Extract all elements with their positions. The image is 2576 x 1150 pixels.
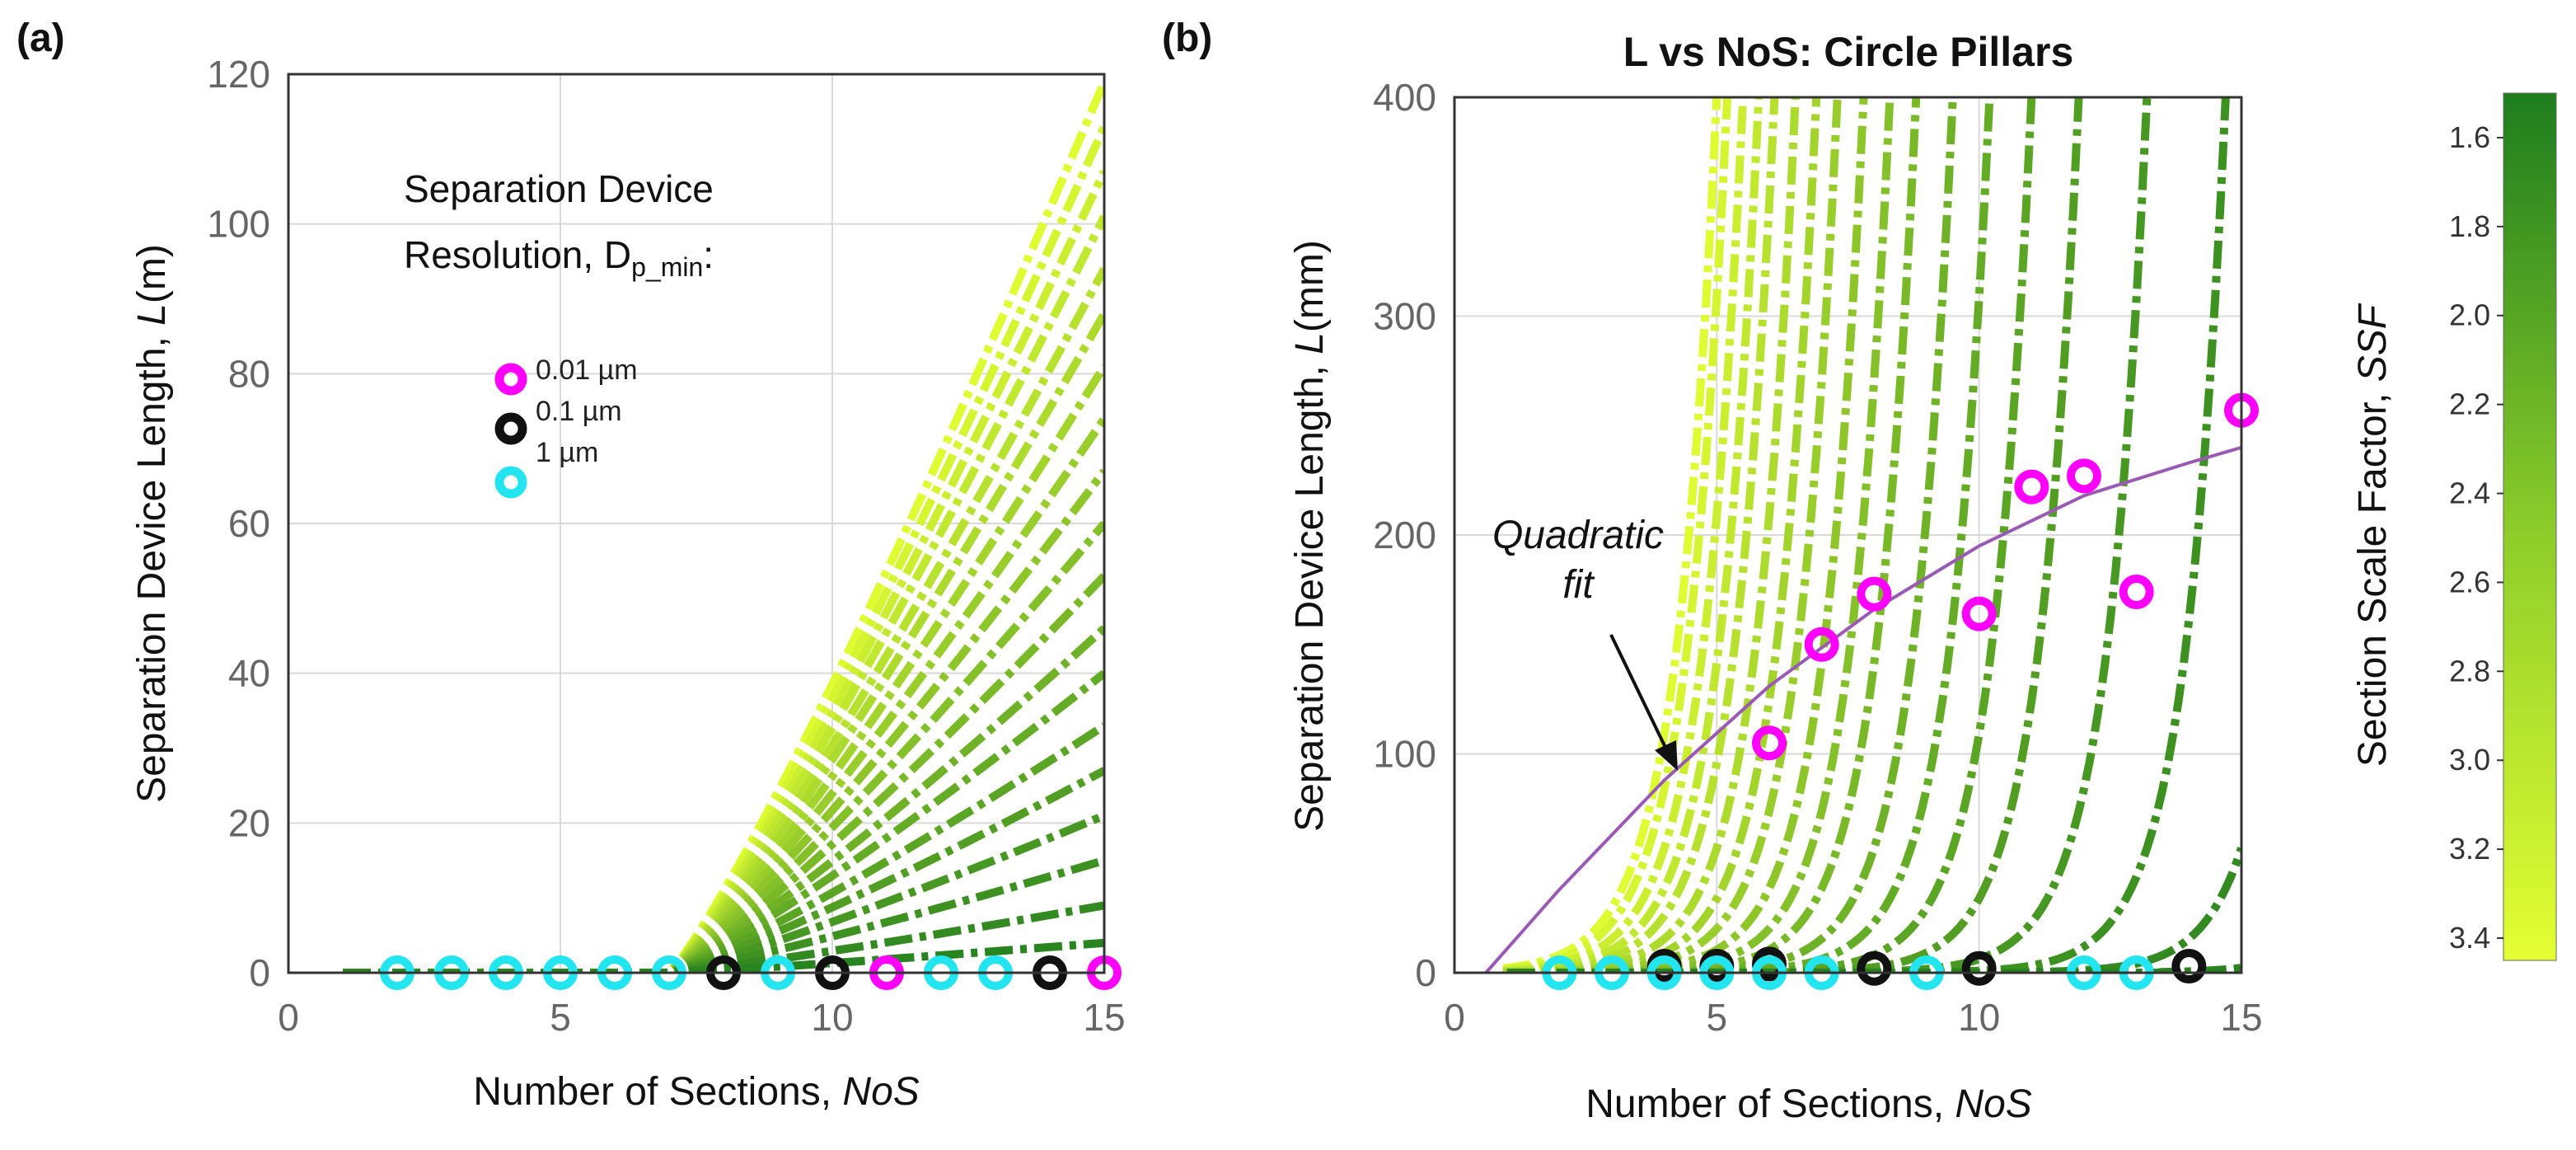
b-y-tick-200: 200 [1373, 514, 1436, 556]
a-y-tick-40: 40 [228, 652, 270, 695]
b-marker-14 [1961, 596, 1997, 631]
a-curve-ssf-3.4 [343, 80, 1104, 973]
colorbar-tick-3.4: 3.4 [2449, 921, 2490, 955]
b-annotation-line2: fit [1562, 563, 1595, 607]
a-y-tick-0: 0 [249, 951, 270, 994]
a-legend-marker-1 [494, 466, 527, 499]
colorbar-gradient [2503, 92, 2557, 961]
b-markers [1542, 392, 2259, 990]
colorbar-ticks: 1.6 1.8 2.0 2.2 2.4 2.6 2.8 3.0 3.2 3.4 [2449, 120, 2503, 955]
a-legend-item-1: 1 µm [536, 437, 598, 468]
b-curve-ssf-3 [1502, 97, 1779, 973]
a-curve-ssf-2 [343, 767, 1104, 973]
b-annotation: Quadratic fit [1492, 514, 1678, 771]
a-curve-ssf-2.8 [343, 364, 1104, 973]
colorbar-tick-3.2: 3.2 [2449, 832, 2490, 866]
panel-b-label: (b) [1162, 16, 1212, 60]
b-marker-9 [1804, 627, 1839, 662]
a-curve-ssf-2.9 [343, 312, 1104, 973]
a-x-tick-0: 0 [278, 996, 299, 1039]
b-x-tick-0: 0 [1444, 996, 1465, 1039]
b-marker-11 [1857, 576, 1892, 612]
b-marker-15 [1961, 951, 1997, 986]
a-curve-ssf-2.1 [343, 722, 1104, 973]
a-curve-ssf-1.6 [343, 938, 1104, 973]
b-marker-19 [2119, 575, 2154, 610]
a-curve-ssf-2.2 [343, 669, 1104, 973]
a-curve-ssf-3.1 [343, 214, 1104, 973]
colorbar: 1.6 1.8 2.0 2.2 2.4 2.6 2.8 3.0 3.2 3.4 Section S… [2351, 92, 2557, 961]
a-y-tick-100: 100 [207, 203, 270, 246]
a-y-tick-20: 20 [228, 801, 270, 844]
a-legend-item-0.01: 0.01 µm [536, 354, 638, 386]
a-y-tick-120: 120 [207, 53, 270, 96]
b-marker-6 [1752, 725, 1787, 761]
b-y-axis-label: Separation Device Length, L(mm) [1288, 240, 1332, 832]
b-curve-ssf-2.9 [1502, 97, 1800, 973]
a-legend-item-0.1: 0.1 µm [536, 396, 622, 427]
a-curves [343, 80, 1104, 973]
colorbar-tick-2.2: 2.2 [2449, 387, 2490, 421]
panel-b: (b) L vs NoS: Circle Pillars 0 5 10 15 0 100… [1162, 16, 2263, 1126]
b-marker-21 [2171, 949, 2207, 984]
a-x-tick-labels: 0 5 10 15 [278, 996, 1125, 1039]
colorbar-tick-2.8: 2.8 [2449, 654, 2490, 688]
a-curve-ssf-3.2 [343, 169, 1104, 973]
a-y-axis-label: Separation Device Length, L(m) [130, 244, 174, 803]
b-y-tick-100: 100 [1373, 733, 1436, 776]
b-curve-ssf-2.1 [1506, 97, 2036, 973]
b-x-tick-labels: 0 5 10 15 [1444, 996, 2262, 1039]
b-x-axis-label: Number of Sections, NoS [1585, 1082, 2032, 1126]
b-curve-ssf-2.7 [1506, 97, 1842, 973]
a-plot-frame [287, 73, 1106, 974]
a-x-tick-5: 5 [550, 996, 571, 1039]
a-curve-ssf-2.4 [343, 573, 1104, 973]
a-legend-marker-0.01 [494, 363, 527, 396]
panel-a: (a) 0 5 10 15 0 20 40 60 80 100 120 Number of Sec… [16, 16, 1126, 1114]
colorbar-tick-1.6: 1.6 [2449, 120, 2490, 154]
b-annotation-arrow-shaft [1609, 634, 1670, 755]
b-y-tick-labels: 0 100 200 300 400 [1373, 76, 1436, 994]
panel-a-label: (a) [16, 16, 65, 60]
b-title: L vs NoS: Circle Pillars [1623, 29, 2074, 75]
b-x-tick-15: 15 [2220, 996, 2262, 1039]
a-legend-title-line2: Resolution, Dp_min: [404, 233, 714, 282]
a-curve-ssf-2.5 [343, 520, 1104, 973]
b-marker-12 [1857, 951, 1892, 986]
colorbar-tick-2.4: 2.4 [2449, 476, 2490, 510]
a-y-tick-labels: 0 20 40 60 80 100 120 [207, 53, 270, 994]
a-x-axis-label: Number of Sections, NoS [473, 1070, 920, 1114]
b-y-tick-400: 400 [1373, 76, 1436, 119]
b-x-tick-5: 5 [1707, 996, 1728, 1039]
a-legend-marker-0.1 [494, 412, 527, 445]
b-marker-16 [2014, 469, 2049, 505]
a-legend: Separation Device Resolution, Dp_min: 0.… [404, 167, 714, 499]
a-curve-ssf-1.9 [343, 811, 1104, 973]
b-curve-ssf-1.8 [1506, 97, 2230, 973]
colorbar-label: Section Scale Factor, SSF [2351, 303, 2395, 767]
b-plot-frame [1453, 96, 2243, 974]
a-x-tick-15: 15 [1083, 996, 1125, 1039]
colorbar-tick-1.8: 1.8 [2449, 209, 2490, 243]
colorbar-tick-3.0: 3.0 [2449, 743, 2490, 777]
a-x-tick-10: 10 [811, 996, 853, 1039]
a-legend-title-line1: Separation Device [404, 167, 714, 210]
b-x-tick-10: 10 [1958, 996, 2000, 1039]
a-y-tick-80: 80 [228, 352, 270, 395]
a-y-tick-60: 60 [228, 502, 270, 545]
b-y-tick-300: 300 [1373, 295, 1436, 338]
colorbar-tick-2.6: 2.6 [2449, 565, 2490, 598]
b-y-tick-0: 0 [1415, 951, 1436, 994]
b-annotation-arrow-head [1655, 740, 1678, 771]
a-curve-ssf-1.8 [343, 856, 1104, 973]
b-curve-ssf-1.9 [1506, 97, 2152, 973]
b-marker-17 [2067, 458, 2101, 494]
colorbar-tick-2.0: 2.0 [2449, 298, 2490, 332]
b-annotation-line1: Quadratic [1492, 514, 1664, 557]
